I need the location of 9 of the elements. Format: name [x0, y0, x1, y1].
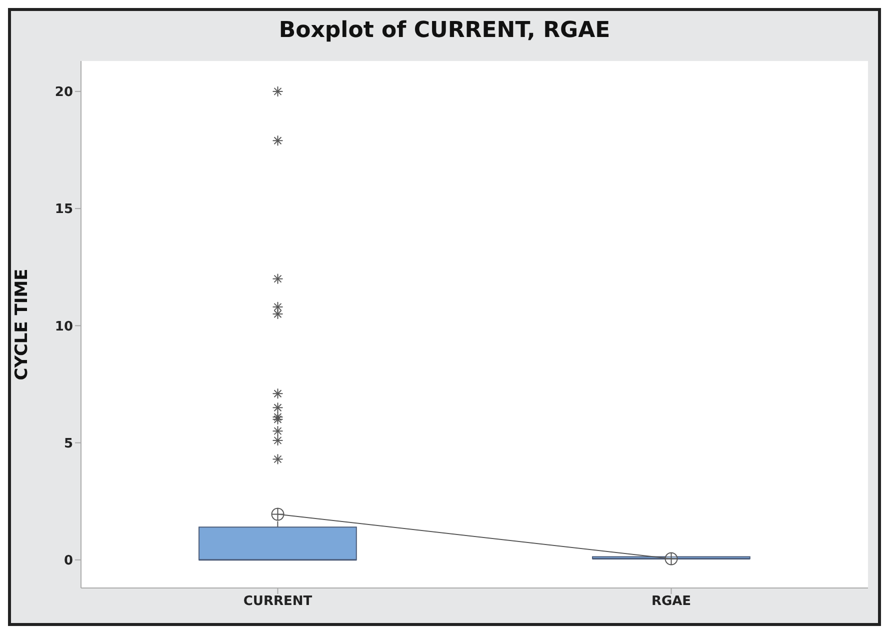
y-tick-label: 15 [54, 202, 73, 218]
y-tick-label: 10 [54, 319, 73, 334]
y-axis-title: CYCLE TIME [12, 268, 32, 380]
x-tick-label: RGAE [651, 594, 692, 610]
y-tick-label: 20 [54, 85, 73, 100]
chart-title: Boxplot of CURRENT, RGAE [278, 17, 612, 45]
x-tick-label: CURRENT [243, 594, 312, 610]
y-tick-label: 5 [64, 436, 73, 452]
y-tick-label: 0 [64, 554, 73, 569]
